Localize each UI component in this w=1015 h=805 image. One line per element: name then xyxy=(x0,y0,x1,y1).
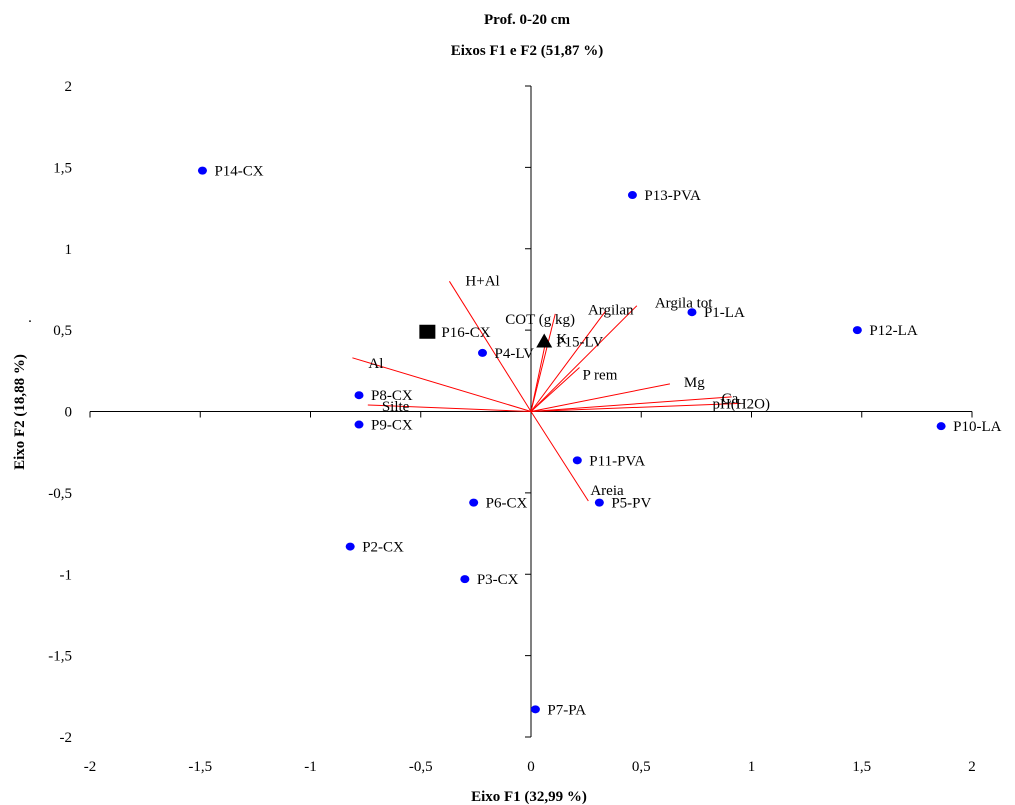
observation-label: P9-CX xyxy=(371,418,413,434)
chart-subtitle: Eixos F1 e F2 (51,87 %) xyxy=(451,43,603,59)
observation-point xyxy=(419,324,436,339)
observation-label: P1-LA xyxy=(704,305,745,321)
y-tick-label: 0 xyxy=(65,405,73,421)
variable-label: H+Al xyxy=(465,273,499,289)
observation-point xyxy=(477,348,487,357)
variable-label: pH(H2O) xyxy=(712,396,770,412)
observation-label: P15-LV xyxy=(556,335,603,351)
variable-label: P rem xyxy=(583,368,618,384)
observation-point xyxy=(572,456,582,465)
variable-label: Mg xyxy=(684,375,705,391)
variable-label: Al xyxy=(368,356,383,372)
observation-label: P3-CX xyxy=(477,572,519,588)
x-tick-label: -2 xyxy=(84,759,97,775)
variable-vector xyxy=(530,396,732,412)
variable-vector xyxy=(448,281,532,412)
y-tick-label: 2 xyxy=(65,79,73,95)
variable-vectors: H+Al Al Silte COT (g kg) K Argila tot Argilan P… xyxy=(352,273,770,502)
variable-vector xyxy=(530,383,671,412)
observation-label: P4-LV xyxy=(494,346,534,362)
x-tick-label: 1 xyxy=(748,759,756,775)
observation-label: P6-CX xyxy=(486,496,528,512)
y-tick-label: -0,5 xyxy=(48,486,72,502)
observation-label: P12-LA xyxy=(869,323,918,339)
observation-label: P11-PVA xyxy=(589,453,645,469)
observation-point xyxy=(594,498,604,507)
observation-point xyxy=(936,422,946,431)
x-tick-label: -0,5 xyxy=(409,759,433,775)
observation-point xyxy=(197,166,207,175)
y-tick-label: -2 xyxy=(60,730,73,746)
observation-point xyxy=(687,308,697,317)
observation-point xyxy=(852,326,862,335)
y-tick-label: -1,5 xyxy=(48,649,72,665)
x-tick-label: 0 xyxy=(527,759,535,775)
observation-point xyxy=(627,191,637,200)
variable-vector xyxy=(530,367,580,412)
observation-label: P7-PA xyxy=(547,702,586,718)
chart-title: Prof. 0-20 cm xyxy=(484,12,570,28)
y-tick-label: -1 xyxy=(60,567,73,583)
variable-label: Argilan xyxy=(588,303,634,319)
x-tick-label: 2 xyxy=(968,759,976,775)
variable-vector xyxy=(367,404,532,412)
variable-vector xyxy=(530,313,556,412)
variable-label: COT (g kg) xyxy=(505,312,575,328)
x-tick-label: 1,5 xyxy=(852,759,871,775)
variable-vector xyxy=(530,411,589,502)
variable-label: Argila tot xyxy=(655,296,713,312)
x-tick-label: 0,5 xyxy=(632,759,651,775)
observation-points: P1-LA P2-CX P3-CX P4-LV P5-PV P6-CX P7-PA P8-CX… xyxy=(197,164,1002,718)
variable-vector xyxy=(352,357,532,412)
observation-point xyxy=(354,391,364,400)
variable-label: Ca xyxy=(722,391,739,407)
y-tick-label: 1,5 xyxy=(53,160,72,176)
axes: -2 -1,5 -1 -0,5 0 0,5 1 1,5 2 -2 -1,5 -1 -0,5 0 0,5 1 1,… xyxy=(48,79,976,775)
x-tick-label: -1 xyxy=(304,759,317,775)
observation-label: P16-CX xyxy=(441,325,490,341)
y-axis-marker: . xyxy=(28,310,32,326)
variable-label: K xyxy=(556,331,567,347)
variable-vector xyxy=(530,402,741,412)
y-tick-label: 0,5 xyxy=(53,323,72,339)
variable-vector xyxy=(530,305,638,412)
observation-label: P5-PV xyxy=(611,496,651,512)
variable-vector xyxy=(530,338,547,412)
observation-label: P10-LA xyxy=(953,419,1002,435)
y-tick-label: 1 xyxy=(65,242,73,258)
observation-label: P13-PVA xyxy=(644,188,701,204)
x-tick-label: -1,5 xyxy=(188,759,212,775)
observation-point xyxy=(354,420,364,429)
observation-label: P14-CX xyxy=(214,164,263,180)
observation-point xyxy=(345,542,355,551)
y-axis-title: Eixo F2 (18,88 %) xyxy=(12,354,28,470)
observation-point xyxy=(536,333,553,348)
observation-point xyxy=(469,498,479,507)
observation-label: P8-CX xyxy=(371,388,413,404)
observation-point xyxy=(530,705,540,714)
variable-vector xyxy=(530,310,607,412)
x-axis-title: Eixo F1 (32,99 %) xyxy=(471,789,587,805)
observation-point xyxy=(460,575,470,584)
variable-label: Areia xyxy=(590,483,624,499)
variable-label: Silte xyxy=(382,399,410,415)
observation-label: P2-CX xyxy=(362,540,404,556)
